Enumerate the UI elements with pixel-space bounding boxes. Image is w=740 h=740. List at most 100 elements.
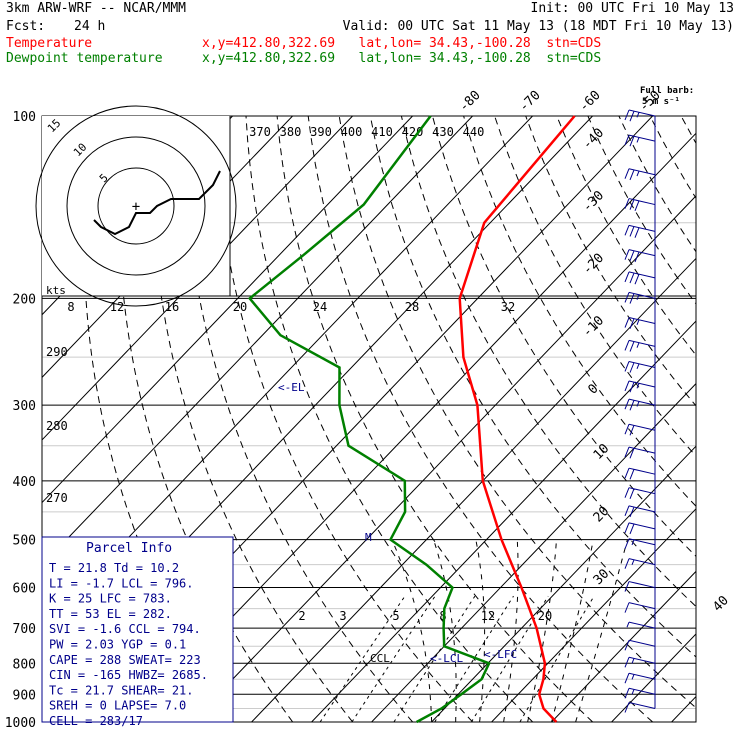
parcel-info-row: K = 25 LFC = 783. bbox=[49, 592, 172, 606]
pressure-tick-label: 1000 bbox=[5, 716, 36, 731]
wind-barb bbox=[624, 581, 656, 592]
isotherm-line bbox=[42, 116, 413, 504]
legend-temperature: Temperature bbox=[6, 36, 93, 51]
forecast-hour: 24 h bbox=[74, 19, 106, 34]
model-title: 3km ARW-WRF -- NCAR/MMM bbox=[6, 1, 187, 16]
mixing-ratio-line bbox=[351, 595, 436, 722]
wind-barb bbox=[624, 522, 656, 535]
isotherm-line bbox=[191, 195, 696, 722]
theta-e-label: 390 bbox=[310, 125, 332, 139]
temperature-tick-label: -20 bbox=[580, 251, 607, 278]
pressure-tick-label: 800 bbox=[13, 657, 36, 672]
location-dewpoint: x,y=412.80,322.69 lat,lon= 34.43,-100.28… bbox=[202, 51, 602, 66]
parcel-info-row: SVI = -1.6 CCL = 794. bbox=[49, 622, 201, 636]
mixing-ratio-label: 5 bbox=[392, 609, 399, 623]
mixing-ratio-line bbox=[393, 595, 476, 722]
lfc-annotation: <-LFC bbox=[484, 648, 517, 661]
temperature-tick-label: 20 bbox=[591, 504, 613, 526]
wind-barb bbox=[624, 602, 656, 613]
wind-barb bbox=[624, 317, 656, 329]
pressure-tick-label: 300 bbox=[13, 399, 36, 414]
hodograph-trace bbox=[93, 170, 221, 236]
parcel-info-row: PW = 2.03 YGP = 0.1 bbox=[49, 638, 186, 652]
wind-barb bbox=[624, 538, 656, 549]
dry-adiabat-line bbox=[214, 116, 474, 722]
wind-barb bbox=[624, 446, 656, 459]
valid-time: Valid: 00 UTC Sat 11 May 13 (18 MDT Fri … bbox=[342, 19, 734, 34]
pressure-tick-label: 100 bbox=[13, 110, 36, 125]
el-annotation: <-EL bbox=[278, 381, 305, 394]
isotherm-line bbox=[671, 695, 696, 722]
dry-adiabat-line bbox=[307, 116, 654, 722]
theta-label: 270 bbox=[46, 491, 68, 505]
hodograph-speed-label: 28 bbox=[405, 300, 419, 314]
wind-barb bbox=[624, 249, 656, 263]
dry-adiabat-line bbox=[649, 116, 696, 200]
moist-adiabat-line bbox=[527, 539, 557, 722]
hodograph-ring bbox=[66, 136, 206, 276]
barb-legend-title: Full barb: bbox=[640, 86, 694, 96]
wind-barb bbox=[624, 168, 656, 181]
dry-adiabat-line bbox=[712, 116, 740, 722]
dry-adiabat-line bbox=[183, 116, 414, 722]
wind-barb bbox=[624, 558, 656, 569]
temperature-tick-label: -30 bbox=[580, 188, 607, 215]
pressure-tick-label: 900 bbox=[13, 688, 36, 703]
parcel-info-row: CAPE = 288 SWEAT= 223 bbox=[49, 653, 201, 667]
isotherm-line bbox=[42, 116, 353, 441]
parcel-info-row: CELL = 283/17 bbox=[49, 714, 143, 728]
moist-adiabat-line bbox=[475, 539, 486, 722]
mixing-ratio-line bbox=[434, 595, 514, 722]
wind-barb bbox=[624, 291, 656, 304]
temperature-tick-label: -70 bbox=[516, 88, 543, 115]
dry-adiabat-line bbox=[587, 116, 696, 305]
wind-barb bbox=[624, 224, 656, 238]
mixing-ratio-label: 2 bbox=[298, 609, 305, 623]
mixing-ratio-label: 20 bbox=[538, 609, 552, 623]
mixing-ratio-line bbox=[519, 595, 595, 722]
hodograph-speed-label: 8 bbox=[67, 300, 74, 314]
dry-adiabat-line bbox=[151, 116, 354, 722]
wind-barb bbox=[624, 109, 656, 122]
wind-barb bbox=[624, 380, 656, 393]
parcel-info-row: LI = -1.7 LCL = 796. bbox=[49, 576, 194, 590]
wind-barb bbox=[624, 398, 656, 411]
dry-adiabat-line bbox=[276, 116, 594, 722]
wind-barb bbox=[624, 467, 656, 480]
dry-adiabat-line bbox=[338, 116, 696, 709]
pressure-tick-label: 200 bbox=[13, 292, 36, 307]
wind-barb bbox=[626, 621, 656, 629]
hodograph-speed-label: 32 bbox=[501, 300, 515, 314]
theta-e-label: 380 bbox=[280, 125, 302, 139]
parcel-info-panel bbox=[41, 536, 234, 723]
mixing-ratio-line bbox=[319, 595, 406, 722]
parcel-info-title: Parcel Info bbox=[86, 541, 172, 556]
ccl-annotation: CCL bbox=[370, 652, 390, 665]
wind-barb bbox=[624, 672, 656, 684]
parcel-info-row: SREH = 0 LAPSE= 7.0 bbox=[49, 699, 186, 713]
barb-legend-unit: 5 m s⁻¹ bbox=[642, 97, 680, 107]
isotherm-line bbox=[251, 257, 696, 722]
moist-adiabat-line bbox=[391, 539, 433, 722]
temperature-tick-label: 40 bbox=[710, 593, 732, 615]
pressure-tick-label: 600 bbox=[13, 582, 36, 597]
isotherm-line bbox=[371, 382, 696, 722]
theta-e-label: 440 bbox=[463, 125, 485, 139]
dry-adiabat-line bbox=[494, 116, 696, 457]
pressure-tick-label: 700 bbox=[13, 622, 36, 637]
temperature-tick-label: -60 bbox=[576, 88, 603, 115]
legend-dewpoint: Dewpoint temperature bbox=[6, 51, 163, 66]
wind-barb bbox=[624, 505, 656, 518]
wind-barb bbox=[624, 339, 656, 352]
temperature-tick-label: 30 bbox=[591, 566, 613, 588]
dry-adiabat-line bbox=[680, 116, 696, 145]
moist-adiabat-line bbox=[575, 539, 628, 722]
hodograph-speed-label: 12 bbox=[110, 300, 124, 314]
isotherm-line bbox=[491, 508, 696, 722]
theta-e-label: 420 bbox=[402, 125, 424, 139]
m-annotation: M bbox=[365, 531, 372, 544]
pressure-tick-label: 500 bbox=[13, 534, 36, 549]
parcel-info-row: Tc = 21.7 SHEAR= 21. bbox=[49, 683, 194, 697]
moist-adiabat-line bbox=[503, 539, 519, 722]
